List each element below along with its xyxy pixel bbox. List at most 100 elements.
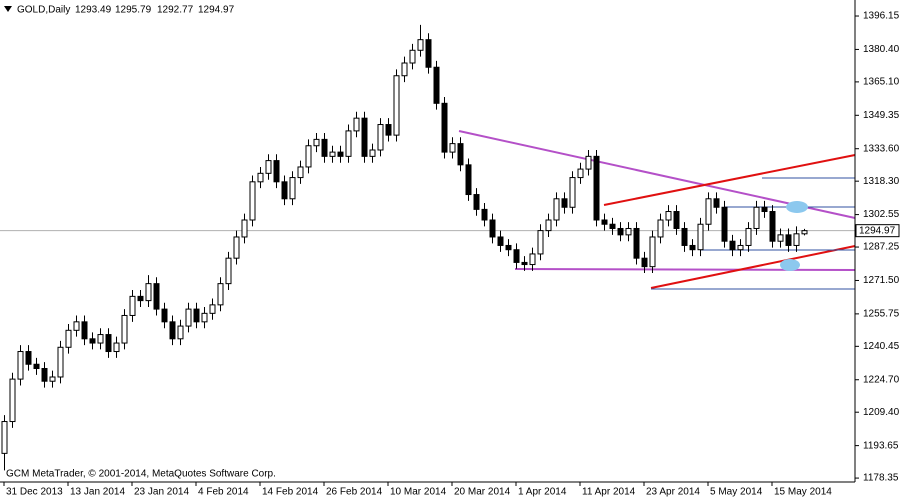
candle-body: [97, 334, 104, 344]
x-tick-label: 20 Mar 2014: [454, 487, 511, 498]
candle-body: [545, 219, 552, 232]
y-tick-label: 1380.40: [863, 44, 900, 55]
candle-body: [737, 244, 744, 251]
candle-body: [673, 211, 680, 229]
candle-body: [377, 124, 384, 151]
candle-body: [121, 314, 128, 344]
x-tick-label: 11 Apr 2014: [582, 487, 636, 498]
candle-body: [777, 234, 784, 242]
candle-body: [489, 219, 496, 238]
candle-body: [609, 223, 616, 229]
candle-body: [81, 321, 88, 340]
chart-title: GOLD,Daily: [17, 5, 70, 16]
candle-body: [161, 308, 168, 323]
candle-body: [233, 236, 240, 259]
candle-body: [617, 227, 624, 236]
candle-body: [761, 206, 768, 213]
candle-body: [561, 198, 568, 208]
candle-body: [361, 117, 368, 157]
candle-body: [337, 151, 344, 157]
price-label-box: [855, 224, 900, 238]
x-tick-label: 23 Jan 2014: [134, 487, 189, 498]
candle-body: [185, 308, 192, 327]
candle-body: [201, 312, 208, 323]
candle-body: [433, 66, 440, 104]
candle-body: [41, 368, 48, 382]
candle-body: [449, 143, 456, 153]
candle-body: [569, 177, 576, 208]
candle-body: [273, 160, 280, 183]
candle-body: [681, 227, 688, 246]
candle-body: [265, 160, 272, 174]
candle-body: [641, 257, 648, 268]
x-tick-label: 31 Dec 2013: [6, 487, 63, 498]
candle-body: [721, 206, 728, 242]
menu-icon[interactable]: [4, 6, 12, 12]
candle-body: [801, 230, 808, 235]
candle-body: [473, 194, 480, 210]
x-tick-label: 4 Feb 2014: [198, 487, 249, 498]
candle-body: [521, 261, 528, 266]
candle-body: [193, 308, 200, 323]
candle-body: [497, 236, 504, 246]
candle-body: [753, 206, 760, 229]
candle-body: [153, 283, 160, 310]
candle-body: [329, 151, 336, 157]
y-tick-label: 1271.50: [863, 275, 900, 286]
candle-body: [529, 253, 536, 266]
candle-body: [345, 130, 352, 157]
candle-body: [385, 124, 392, 136]
candle-body: [785, 234, 792, 246]
x-tick-label: 23 Apr 2014: [646, 487, 700, 498]
candle-body: [281, 181, 288, 200]
y-tick-label: 1255.75: [863, 309, 900, 320]
trend-line: [650, 245, 856, 289]
chart-objects: [458, 130, 856, 290]
y-tick-label: 1178.35: [863, 473, 899, 484]
candle-body: [393, 75, 400, 136]
candle-body: [289, 177, 296, 200]
y-tick-label: 1224.70: [863, 374, 900, 385]
price-label: 1294.97: [859, 225, 896, 236]
x-tick-label: 14 Feb 2014: [262, 487, 319, 498]
candle-body: [145, 283, 152, 302]
y-tick-label: 1349.35: [863, 110, 900, 121]
y-tick-label: 1193.65: [863, 440, 899, 451]
candle-body: [65, 329, 72, 348]
candle-body: [593, 155, 600, 221]
footer: GCM MetaTrader, © 2001-2014, MetaQuotes …: [6, 469, 276, 480]
candle-body: [585, 155, 592, 170]
x-tick-label: 26 Feb 2014: [326, 487, 383, 498]
candle-body: [25, 351, 32, 365]
x-tick-label: 10 Mar 2014: [390, 487, 447, 498]
candle-body: [649, 236, 656, 268]
candle-body: [729, 240, 736, 251]
candle-body: [89, 338, 96, 344]
candle-body: [481, 208, 488, 221]
candle-body: [457, 143, 464, 166]
y-tick-label: 1302.55: [863, 209, 900, 220]
y-tick-label: 1318.30: [863, 176, 900, 187]
candle-body: [769, 211, 776, 242]
close-value: 1294.97: [198, 5, 235, 16]
high-value: 1295.79: [115, 5, 152, 16]
y-tick-label: 1333.60: [863, 143, 900, 154]
candle-body: [417, 39, 424, 51]
candle-body: [49, 376, 56, 382]
candle-body: [713, 198, 720, 208]
candle-body: [105, 334, 112, 353]
candle-body: [297, 166, 304, 179]
candle-body: [537, 230, 544, 255]
candle-body: [505, 244, 512, 251]
candle-body: [17, 351, 24, 380]
candle-body: [209, 304, 216, 314]
x-tick-label: 1 Apr 2014: [518, 487, 567, 498]
candle-body: [217, 283, 224, 306]
candle-body: [1, 421, 8, 454]
low-value: 1292.77: [157, 5, 194, 16]
x-tick-label: 13 Jan 2014: [70, 487, 125, 498]
open-value: 1293.49: [75, 5, 112, 16]
candle-body: [465, 164, 472, 196]
y-tick-label: 1396.15: [863, 11, 900, 22]
